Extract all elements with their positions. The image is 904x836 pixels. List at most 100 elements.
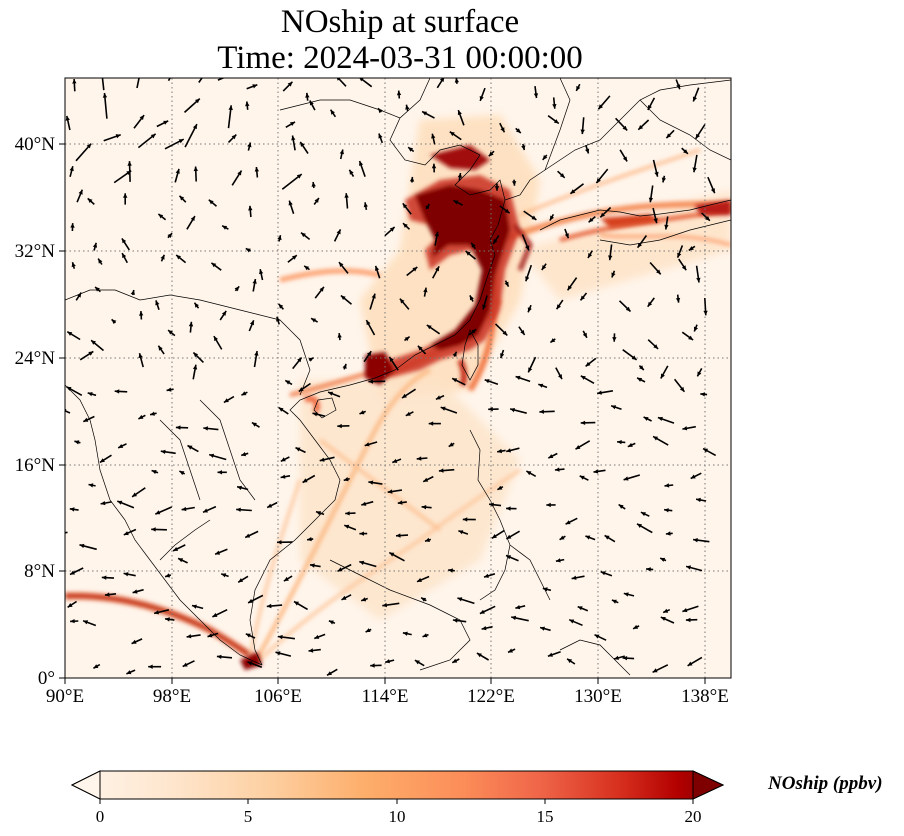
wind-arrow-head xyxy=(155,510,161,515)
wind-arrow-head xyxy=(431,133,436,139)
wind-arrow-head xyxy=(637,523,642,528)
wind-arrow-head xyxy=(88,483,94,488)
wind-arrow-head xyxy=(280,474,286,479)
wind-arrow-head xyxy=(510,408,515,413)
wind-arrow-head xyxy=(102,93,108,98)
wind-arrow-head xyxy=(285,380,291,385)
wind-arrow-head xyxy=(663,608,669,613)
wind-arrow-head xyxy=(593,469,599,474)
wind-arrow-head xyxy=(70,570,75,575)
wind-arrow-head xyxy=(653,344,659,349)
wind-arrow-head xyxy=(580,375,586,380)
wind-arrow-head xyxy=(194,302,199,308)
wind-arrow-head xyxy=(267,503,273,508)
wind-arrow-head xyxy=(98,258,103,264)
wind-arrow-head xyxy=(148,664,153,669)
wind-arrow-head xyxy=(546,502,551,508)
wind-arrow-head xyxy=(155,300,160,306)
wind-arrow-head xyxy=(297,357,302,363)
wind-arrow-head xyxy=(204,69,208,74)
wind-arrow-head xyxy=(339,149,344,155)
wind-arrow-head xyxy=(484,379,490,384)
wind-arrow-head xyxy=(280,457,286,462)
wind-arrow-head xyxy=(697,371,702,377)
colorbar-tick-label: 10 xyxy=(389,807,406,826)
wind-arrow-head xyxy=(623,592,629,597)
wind-arrow-head xyxy=(428,421,434,426)
wind-arrow-head xyxy=(471,242,476,248)
wind-arrow-head xyxy=(298,387,304,392)
wind-arrow-head xyxy=(639,365,644,370)
wind-arrow-head xyxy=(664,224,669,230)
wind-arrow-head xyxy=(121,238,127,244)
wind-arrow-head xyxy=(703,310,708,316)
wind-arrow-head xyxy=(66,386,72,391)
wind-arrow-head xyxy=(657,416,663,421)
wind-arrow-head xyxy=(192,364,198,370)
wind-arrow-head xyxy=(600,212,605,218)
wind-arrow-head xyxy=(138,66,142,71)
wind-arrow-shaft xyxy=(57,477,65,480)
wind-arrow-head xyxy=(65,115,70,121)
wind-arrow-head xyxy=(245,248,251,253)
wind-arrow-head xyxy=(539,409,544,414)
wind-arrow-head xyxy=(101,575,107,580)
wind-arrow-head xyxy=(100,501,106,506)
wind-arrow-head xyxy=(471,329,477,334)
wind-arrow-head xyxy=(165,573,171,578)
wind-arrow-head xyxy=(402,393,407,398)
wind-arrow-head xyxy=(640,512,646,517)
wind-arrow-head xyxy=(569,619,575,624)
wind-arrow-head xyxy=(221,573,227,578)
wind-arrow-head xyxy=(696,277,701,283)
wind-arrow-head xyxy=(150,411,155,416)
wind-arrow-head xyxy=(151,470,157,475)
wind-arrow-head xyxy=(643,417,649,421)
wind-arrow-head xyxy=(693,538,698,543)
wind-arrow-head xyxy=(316,511,321,516)
wind-arrow-head xyxy=(363,202,368,208)
wind-arrow-head xyxy=(665,531,671,536)
wind-arrow-head xyxy=(457,173,462,178)
wind-arrow-head xyxy=(131,639,137,644)
wind-arrow-head xyxy=(154,610,159,615)
wind-arrow-head xyxy=(625,306,631,312)
wind-arrow-head xyxy=(344,193,349,198)
wind-arrow-head xyxy=(660,617,666,621)
wind-arrow-head xyxy=(660,373,665,379)
wind-arrow-head xyxy=(59,531,64,535)
wind-arrow-head xyxy=(679,386,685,392)
wind-arrow-head xyxy=(336,78,341,81)
colorbar-ramp xyxy=(70,770,725,800)
colorbar-max-extend xyxy=(692,770,725,800)
wind-arrow-head xyxy=(637,242,642,248)
lat-tick-label: 16°N xyxy=(15,455,56,476)
wind-arrow-head xyxy=(365,628,371,632)
wind-arrow-head xyxy=(531,215,537,220)
wind-arrow-head xyxy=(117,500,123,505)
wind-arrow-head xyxy=(245,633,251,638)
wind-arrow-head xyxy=(647,301,653,307)
wind-arrow-head xyxy=(565,520,571,525)
wind-arrow-head xyxy=(682,426,688,431)
wind-arrow-head xyxy=(247,661,253,666)
wind-arrow-head xyxy=(364,442,370,447)
wind-arrow-head xyxy=(111,319,117,324)
wind-arrow-head xyxy=(457,597,463,602)
wind-arrow-head xyxy=(173,547,179,551)
lat-tick-label: 0° xyxy=(38,668,55,689)
wind-arrow-head xyxy=(56,651,61,655)
wind-arrow-head xyxy=(311,182,316,187)
wind-arrow-head xyxy=(497,485,503,490)
wind-arrow-head xyxy=(319,457,325,462)
wind-arrow-head xyxy=(488,407,493,412)
wind-arrow-head xyxy=(425,204,430,209)
colorbar-tick-label: 20 xyxy=(685,807,702,826)
wind-arrow-head xyxy=(178,558,184,563)
wind-arrow-head xyxy=(682,608,688,613)
wind-arrow-head xyxy=(361,501,367,506)
wind-arrow-head xyxy=(600,571,606,576)
lon-tick-label: 130°E xyxy=(574,686,622,707)
wind-arrow-head xyxy=(488,151,494,157)
wind-arrow-head xyxy=(378,133,383,139)
